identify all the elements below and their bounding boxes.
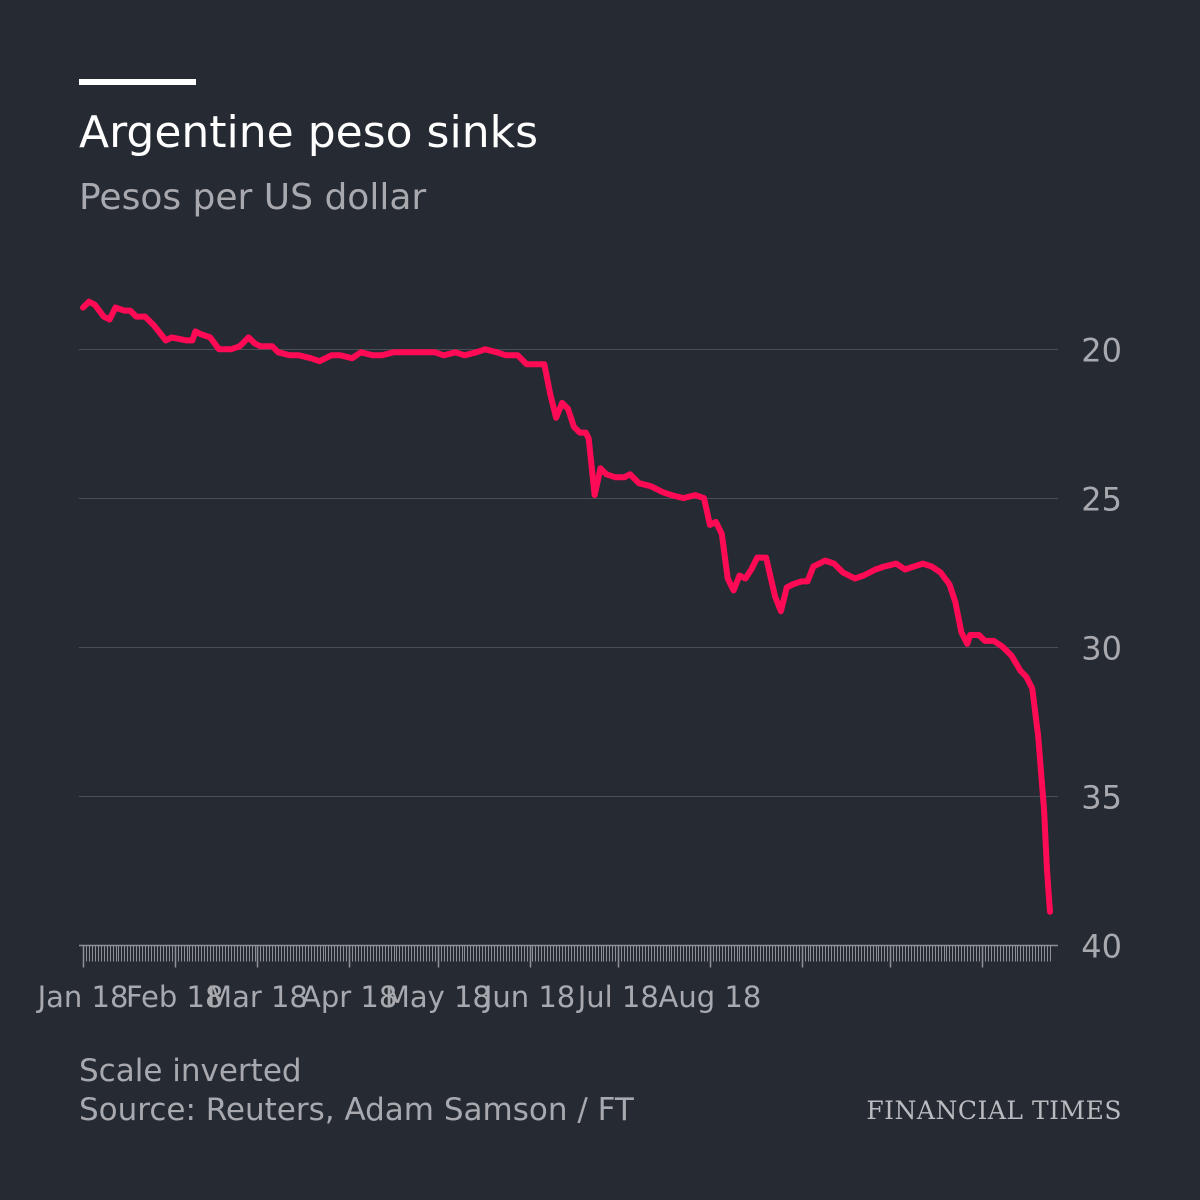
gridlines	[79, 349, 1058, 947]
title-accent-bar	[79, 79, 196, 85]
source-note: Source: Reuters, Adam Samson / FT	[79, 1092, 634, 1128]
x-tick-label: Aug 18	[659, 980, 762, 1014]
x-tick-label: Jul 18	[576, 980, 659, 1014]
series	[80, 298, 1053, 915]
y-tick-label: 20	[1081, 332, 1122, 370]
y-tick-label: 30	[1081, 630, 1122, 668]
y-tick-label: 40	[1081, 928, 1122, 966]
x-tick-label: Jun 18	[482, 980, 575, 1014]
series-line	[80, 298, 1053, 915]
chart-subtitle: Pesos per US dollar	[79, 177, 427, 218]
x-tick-label: Feb 18	[126, 980, 223, 1014]
y-axis: 20 25 30 35 40	[1081, 332, 1122, 966]
x-tick-label: Apr 18	[301, 980, 397, 1014]
y-tick-label: 25	[1081, 481, 1122, 519]
x-tick-label: Mar 18	[207, 980, 308, 1014]
y-tick-label: 35	[1081, 779, 1122, 817]
x-axis	[82, 945, 1051, 968]
x-tick-label: Jan 18	[36, 980, 129, 1014]
x-tick-label: May 18	[385, 980, 491, 1014]
chart-title: Argentine peso sinks	[79, 107, 538, 158]
scale-note: Scale inverted	[79, 1053, 302, 1089]
ft-brand-logo: FINANCIAL TIMES	[866, 1096, 1122, 1125]
